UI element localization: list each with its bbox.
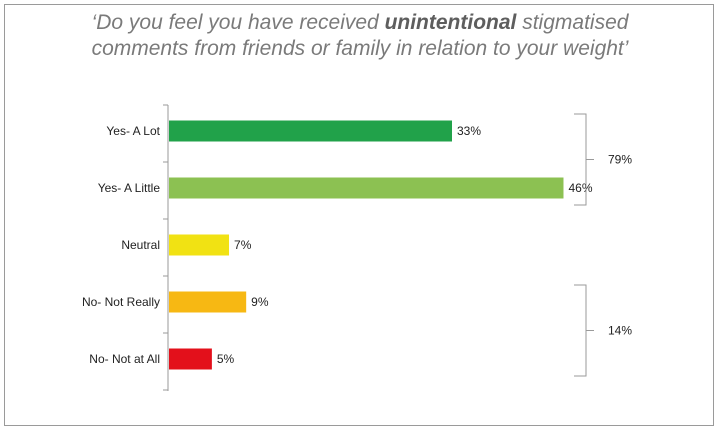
category-label: Yes- A Little bbox=[98, 181, 161, 195]
title-text-part1: ‘Do you feel you have received bbox=[91, 11, 385, 34]
bar bbox=[169, 291, 247, 313]
bar bbox=[169, 120, 452, 142]
bar bbox=[169, 348, 212, 370]
data-label: 9% bbox=[251, 295, 269, 309]
bar bbox=[169, 234, 230, 256]
category-label: No- Not at All bbox=[89, 352, 160, 366]
group-label: 14% bbox=[608, 324, 632, 338]
title-text-line2: comments from friends or family in relat… bbox=[91, 37, 629, 60]
group-bracket bbox=[574, 284, 587, 377]
category-label: Neutral bbox=[121, 238, 160, 252]
title-emphasis: unintentional bbox=[384, 11, 517, 34]
category-label: Yes- A Lot bbox=[106, 124, 160, 138]
title-text-part2: stigmatised bbox=[516, 11, 629, 34]
chart-frame bbox=[4, 4, 714, 426]
data-label: 7% bbox=[234, 238, 252, 252]
category-label: No- Not Really bbox=[82, 295, 160, 309]
group-label: 79% bbox=[608, 153, 632, 167]
bar bbox=[169, 177, 564, 199]
data-label: 46% bbox=[568, 181, 592, 195]
data-label: 5% bbox=[217, 352, 235, 366]
chart-title: ‘Do you feel you have received unintenti… bbox=[0, 10, 720, 62]
data-label: 33% bbox=[457, 124, 481, 138]
